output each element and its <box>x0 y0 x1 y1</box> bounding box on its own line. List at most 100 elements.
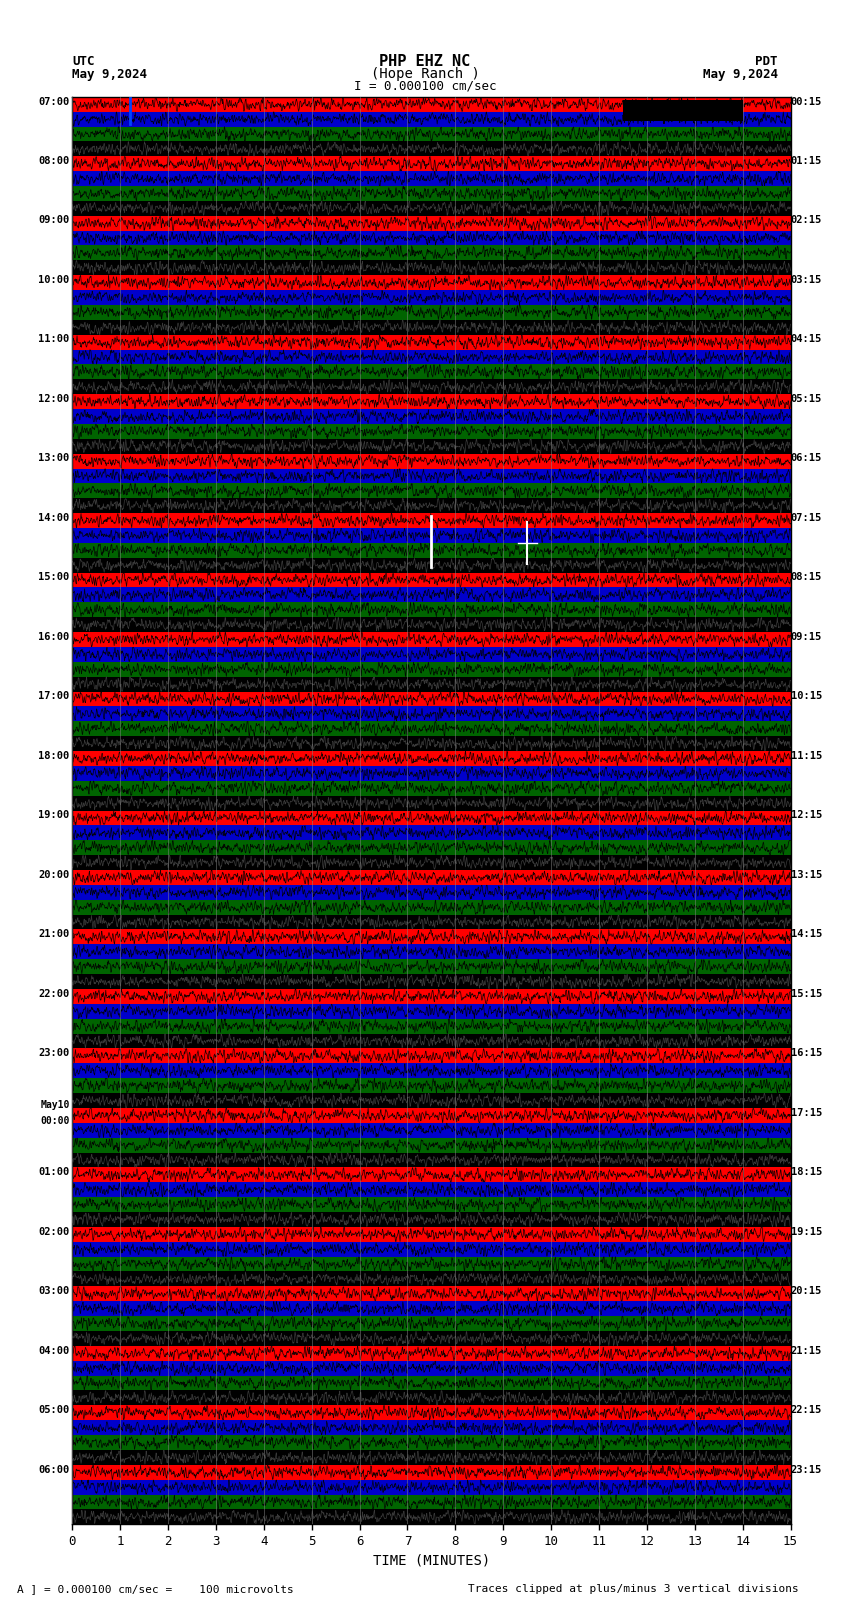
Text: 12:00: 12:00 <box>38 394 70 403</box>
Bar <box>72 989 791 1003</box>
Bar <box>72 1077 791 1094</box>
Text: 18:15: 18:15 <box>790 1168 822 1177</box>
Bar <box>72 929 791 944</box>
Text: A ] = 0.000100 cm/sec =    100 microvolts: A ] = 0.000100 cm/sec = 100 microvolts <box>17 1584 294 1594</box>
Text: 04:15: 04:15 <box>790 334 822 345</box>
Bar <box>72 216 791 231</box>
Bar <box>72 736 791 752</box>
Bar <box>72 1271 791 1287</box>
Bar <box>72 752 791 766</box>
Text: 05:00: 05:00 <box>38 1405 70 1415</box>
Bar <box>72 1019 791 1034</box>
Text: 02:15: 02:15 <box>790 216 822 226</box>
Bar <box>72 1168 791 1182</box>
Bar <box>72 513 791 527</box>
Text: PHP EHZ NC: PHP EHZ NC <box>379 53 471 69</box>
Bar <box>72 111 791 126</box>
Text: 22:15: 22:15 <box>790 1405 822 1415</box>
Text: (Hope Ranch ): (Hope Ranch ) <box>371 66 479 81</box>
Bar <box>72 156 791 171</box>
Bar <box>72 544 791 558</box>
Bar <box>72 573 791 587</box>
Bar <box>72 453 791 468</box>
Text: 10:15: 10:15 <box>790 692 822 702</box>
Text: 01:00: 01:00 <box>38 1168 70 1177</box>
Bar <box>72 840 791 855</box>
Bar <box>72 410 791 424</box>
Text: May 9,2024: May 9,2024 <box>72 68 147 81</box>
Bar <box>72 527 791 544</box>
Bar <box>72 1405 791 1419</box>
Text: 03:15: 03:15 <box>790 274 822 286</box>
Bar <box>72 1242 791 1257</box>
Text: 16:15: 16:15 <box>790 1048 822 1058</box>
Bar <box>72 245 791 260</box>
Bar <box>72 1063 791 1077</box>
Bar <box>72 869 791 886</box>
Text: 11:00: 11:00 <box>38 334 70 345</box>
Text: I = 0.000100 cm/sec: I = 0.000100 cm/sec <box>354 79 496 92</box>
Bar <box>72 350 791 365</box>
Text: 00:00: 00:00 <box>40 1116 70 1126</box>
Bar <box>72 336 791 350</box>
Bar <box>72 498 791 513</box>
Text: 08:00: 08:00 <box>38 156 70 166</box>
Bar <box>72 231 791 245</box>
Bar <box>72 766 791 781</box>
Bar <box>72 1376 791 1390</box>
Bar <box>72 974 791 989</box>
Text: 11:15: 11:15 <box>790 750 822 761</box>
Text: 00:15: 00:15 <box>790 97 822 106</box>
Bar <box>72 1227 791 1242</box>
Text: 19:00: 19:00 <box>38 810 70 821</box>
Text: 20:00: 20:00 <box>38 869 70 879</box>
Bar <box>72 305 791 319</box>
Bar <box>72 439 791 453</box>
Bar <box>72 1197 791 1211</box>
Bar <box>72 647 791 661</box>
Bar <box>72 1182 791 1197</box>
Text: 07:15: 07:15 <box>790 513 822 523</box>
Text: Traces clipped at plus/minus 3 vertical divisions: Traces clipped at plus/minus 3 vertical … <box>468 1584 798 1594</box>
Bar <box>72 126 791 142</box>
Text: 13:15: 13:15 <box>790 869 822 879</box>
Bar <box>72 1257 791 1271</box>
Bar <box>72 618 791 632</box>
Bar <box>72 677 791 692</box>
Text: 14:15: 14:15 <box>790 929 822 939</box>
Bar <box>72 1331 791 1345</box>
Bar <box>72 290 791 305</box>
Bar <box>72 468 791 484</box>
Bar <box>72 1316 791 1331</box>
Text: 17:00: 17:00 <box>38 692 70 702</box>
Bar <box>72 202 791 216</box>
Bar <box>72 1211 791 1227</box>
Text: 21:15: 21:15 <box>790 1345 822 1355</box>
Bar <box>72 692 791 706</box>
Bar <box>72 1287 791 1302</box>
Text: 12:15: 12:15 <box>790 810 822 821</box>
Bar <box>72 319 791 336</box>
Bar <box>72 900 791 915</box>
Text: 14:00: 14:00 <box>38 513 70 523</box>
Text: 20:15: 20:15 <box>790 1286 822 1297</box>
Text: 16:00: 16:00 <box>38 632 70 642</box>
Bar <box>72 1123 791 1137</box>
Bar <box>72 1419 791 1436</box>
Text: UTC: UTC <box>72 55 94 68</box>
Bar <box>72 826 791 840</box>
Text: 09:00: 09:00 <box>38 216 70 226</box>
Bar <box>72 632 791 647</box>
Text: 15:00: 15:00 <box>38 573 70 582</box>
Bar <box>72 260 791 276</box>
Text: 04:00: 04:00 <box>38 1345 70 1355</box>
Bar <box>72 855 791 869</box>
Bar <box>72 706 791 721</box>
Text: 17:15: 17:15 <box>790 1108 822 1118</box>
Bar <box>72 1153 791 1168</box>
Text: PDT: PDT <box>756 55 778 68</box>
Bar <box>72 394 791 410</box>
Bar <box>72 1302 791 1316</box>
Text: 22:00: 22:00 <box>38 989 70 998</box>
Bar <box>72 1003 791 1019</box>
